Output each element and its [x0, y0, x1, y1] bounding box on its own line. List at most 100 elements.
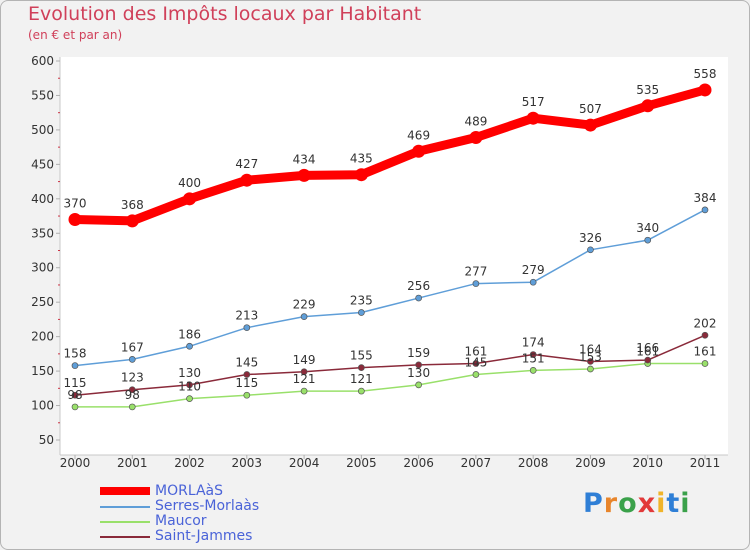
- data-point-serres-morlaas: [701, 206, 709, 214]
- legend-item-morlaas: MORLAàS: [100, 483, 360, 499]
- data-label-serres-morlaas: 277: [464, 265, 487, 279]
- data-point-saint-jammes: [415, 361, 422, 369]
- data-label-maucor: 151: [522, 351, 545, 365]
- plot-area: [60, 57, 728, 455]
- y-tick-label: 150: [31, 364, 54, 378]
- legend-swatch-morlaas: [100, 487, 150, 495]
- x-tick-label: 2001: [117, 456, 148, 470]
- data-point-morlaas: [469, 130, 483, 144]
- y-tick-label: 200: [31, 330, 54, 344]
- data-label-saint-jammes: 145: [235, 356, 258, 370]
- data-label-saint-jammes: 130: [178, 366, 201, 380]
- data-label-maucor: 161: [636, 345, 659, 359]
- data-point-morlaas: [297, 168, 311, 182]
- x-tick-label: 2011: [690, 456, 721, 470]
- data-point-maucor: [701, 360, 709, 367]
- data-point-saint-jammes: [71, 391, 79, 399]
- x-tick-label: 2003: [232, 456, 263, 470]
- data-point-maucor: [128, 403, 136, 411]
- data-point-morlaas: [240, 173, 254, 187]
- data-label-maucor: 145: [464, 356, 487, 370]
- data-point-serres-morlaas: [186, 342, 193, 350]
- data-point-serres-morlaas: [300, 313, 308, 321]
- series-line-saint-jammes: [74, 334, 706, 396]
- data-point-morlaas: [583, 118, 597, 132]
- data-label-saint-jammes: 174: [522, 336, 545, 350]
- data-point-morlaas: [412, 144, 426, 158]
- x-tick-label: 2007: [461, 456, 492, 470]
- data-point-saint-jammes: [472, 360, 480, 367]
- series-line-serres-morlaas: [74, 209, 706, 367]
- data-label-saint-jammes: 164: [579, 342, 602, 356]
- data-label-serres-morlaas: 340: [636, 221, 659, 235]
- data-point-saint-jammes: [701, 331, 709, 339]
- y-tick-label: 350: [31, 226, 54, 240]
- data-point-maucor: [587, 365, 594, 373]
- legend: MORLAàS Serres-Morlaàs Maucor Saint-Jamm…: [100, 483, 360, 544]
- series-line-morlaas: [70, 85, 710, 226]
- x-tick-label: 2008: [518, 456, 549, 470]
- data-point-saint-jammes: [243, 371, 251, 378]
- data-point-morlaas: [641, 99, 655, 113]
- logo-letter: x: [637, 488, 657, 519]
- logo-letter: P: [583, 488, 604, 519]
- proxiti-logo: Proxiti: [583, 488, 691, 519]
- data-point-serres-morlaas: [587, 246, 594, 254]
- data-point-maucor: [472, 371, 480, 378]
- data-label-serres-morlaas: 384: [694, 191, 717, 205]
- data-point-serres-morlaas: [358, 309, 365, 316]
- data-point-saint-jammes: [186, 381, 193, 389]
- data-point-maucor: [415, 381, 422, 389]
- data-point-serres-morlaas: [243, 324, 251, 332]
- data-point-saint-jammes: [358, 364, 365, 371]
- data-label-serres-morlaas: 213: [235, 309, 258, 323]
- x-tick-label: 2010: [632, 456, 663, 470]
- data-point-saint-jammes: [128, 386, 136, 394]
- data-point-morlaas: [68, 212, 82, 226]
- y-tick-label: 100: [31, 399, 54, 413]
- data-label-morlaas: 535: [636, 83, 659, 97]
- data-label-maucor: 153: [579, 350, 602, 364]
- data-point-serres-morlaas: [415, 294, 422, 302]
- legend-item-serres-morlaas: Serres-Morlaàs: [100, 498, 360, 514]
- data-point-saint-jammes: [529, 351, 537, 358]
- y-tick-label: 600: [31, 54, 54, 68]
- data-label-maucor: 161: [694, 345, 717, 359]
- x-tick-label: 2002: [174, 456, 205, 470]
- logo-letter: o: [618, 488, 638, 519]
- data-point-serres-morlaas: [128, 356, 136, 363]
- chart-title: Evolution des Impôts locaux par Habitant: [28, 3, 422, 25]
- x-tick-label: 2006: [403, 456, 434, 470]
- data-label-saint-jammes: 115: [64, 376, 87, 390]
- data-label-saint-jammes: 159: [407, 346, 430, 360]
- data-point-maucor: [71, 403, 79, 411]
- y-tick-label: 550: [31, 88, 54, 102]
- data-label-morlaas: 370: [64, 196, 87, 210]
- data-label-saint-jammes: 161: [464, 345, 487, 359]
- y-tick-label: 250: [31, 295, 54, 309]
- data-point-serres-morlaas: [472, 280, 480, 287]
- logo-letter: i: [656, 488, 667, 519]
- legend-label-maucor: Maucor: [155, 513, 207, 529]
- x-tick-label: 2000: [60, 456, 91, 470]
- data-point-morlaas: [183, 192, 197, 206]
- legend-swatch-maucor: [100, 521, 150, 523]
- y-tick-label: 300: [31, 261, 54, 275]
- data-label-serres-morlaas: 229: [293, 298, 316, 312]
- data-point-saint-jammes: [644, 356, 652, 364]
- y-tick-label: 500: [31, 123, 54, 137]
- series-line-maucor: [74, 362, 706, 408]
- data-label-serres-morlaas: 186: [178, 327, 201, 341]
- legend-swatch-saint-jammes: [100, 536, 150, 538]
- y-tick-label: 50: [39, 433, 54, 447]
- data-label-morlaas: 489: [464, 114, 487, 128]
- data-label-morlaas: 469: [407, 128, 430, 142]
- data-point-serres-morlaas: [644, 236, 652, 244]
- data-point-serres-morlaas: [71, 362, 79, 369]
- data-label-maucor: 110: [178, 380, 201, 394]
- data-point-morlaas: [526, 111, 540, 125]
- data-label-morlaas: 517: [522, 95, 545, 109]
- data-label-maucor: 98: [125, 388, 140, 402]
- data-label-morlaas: 400: [178, 176, 201, 190]
